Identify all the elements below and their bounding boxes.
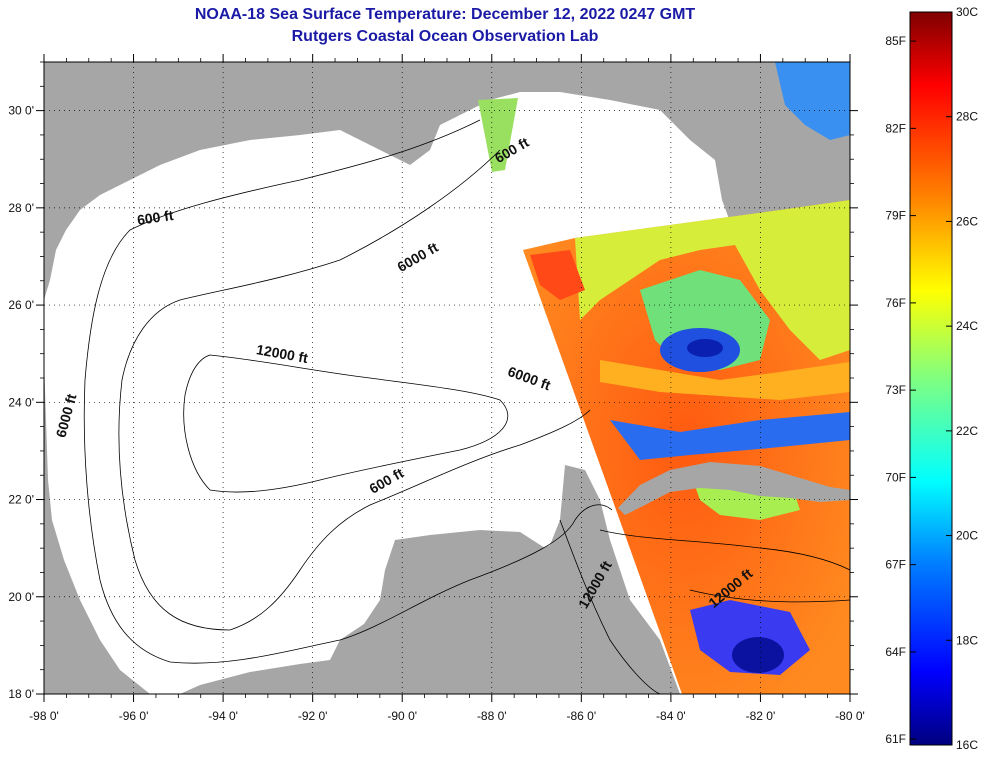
lon-axis: -98 0' -96 0' -94 0' -92 0' -90 0' -88 0' -86 … <box>29 54 865 723</box>
colorbar-c-label: 28C <box>956 110 978 124</box>
lat-tick-label: 22 0' <box>8 493 34 507</box>
lon-tick-label: -98 0' <box>29 709 59 723</box>
colorbar-f-label: 67F <box>885 558 906 572</box>
colorbar-c-label: 22C <box>956 424 978 438</box>
lat-axis: 30 0' 28 0' 26 0' 24 0' 22 0' 20 0' 18 0' <box>8 61 858 701</box>
colorbar-c-label: 30C <box>956 5 978 19</box>
lon-tick-label: -84 0' <box>656 709 686 723</box>
colorbar-gradient <box>909 11 953 746</box>
colorbar-f-label: 61F <box>885 732 906 746</box>
colorbar-f-label: 82F <box>885 121 906 135</box>
title-block: NOAA-18 Sea Surface Temperature: Decembe… <box>40 4 850 48</box>
colorbar: 30C 28C 26C 24C 22C 20C 18C 16C 85F 82F 79F 76F 73F… <box>885 5 978 752</box>
bathymetry-contours <box>83 119 850 694</box>
lon-tick-label: -82 0' <box>746 709 776 723</box>
lat-tick-label: 28 0' <box>8 201 34 215</box>
lon-tick-label: -90 0' <box>387 709 417 723</box>
lon-tick-label: -96 0' <box>119 709 149 723</box>
colorbar-f-label: 79F <box>885 209 906 223</box>
cuba-overlay <box>618 462 850 515</box>
colorbar-c-label: 24C <box>956 319 978 333</box>
lon-tick-label: -92 0' <box>298 709 328 723</box>
lat-tick-label: 24 0' <box>8 395 34 409</box>
colorbar-f-label: 76F <box>885 296 906 310</box>
colorbar-f-label: 64F <box>885 645 906 659</box>
colorbar-c-label: 26C <box>956 214 978 228</box>
lon-tick-label: -88 0' <box>477 709 507 723</box>
florida-swath-patch <box>775 62 850 140</box>
map-subtitle: Rutgers Coastal Ocean Observation Lab <box>291 28 599 45</box>
northern-swath-sliver <box>478 98 518 172</box>
map-title: NOAA-18 Sea Surface Temperature: Decembe… <box>194 6 696 23</box>
lat-tick-label: 26 0' <box>8 298 34 312</box>
colorbar-c-label: 20C <box>956 529 978 543</box>
lat-tick-label: 20 0' <box>8 590 34 604</box>
colorbar-fahrenheit-ticks: 85F 82F 79F 76F 73F 70F 67F 64F 61F <box>885 34 916 746</box>
yucatan-land <box>330 530 555 694</box>
colorbar-celsius-ticks: 30C 28C 26C 24C 22C 20C 18C 16C <box>946 5 978 752</box>
colorbar-f-label: 70F <box>885 470 906 484</box>
lat-tick-label: 30 0' <box>8 104 34 118</box>
colorbar-c-label: 16C <box>956 738 978 752</box>
lon-tick-label: -86 0' <box>567 709 597 723</box>
colorbar-f-label: 85F <box>885 34 906 48</box>
lon-tick-label: -94 0' <box>208 709 238 723</box>
lat-tick-label: 18 0' <box>8 687 34 701</box>
colorbar-c-label: 18C <box>956 633 978 647</box>
contour-label: 600 ft <box>136 207 175 228</box>
colorbar-f-label: 73F <box>885 383 906 397</box>
lon-tick-label: -80 0' <box>835 709 865 723</box>
